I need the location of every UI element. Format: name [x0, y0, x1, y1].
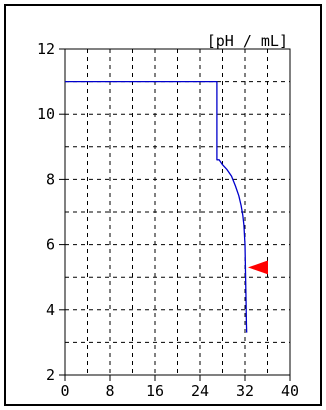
- y-tick-label: 2: [46, 366, 55, 384]
- y-tick-label: 10: [37, 105, 55, 123]
- chart-frame: [4, 4, 322, 406]
- grid: [65, 49, 290, 375]
- series-line: [65, 80, 248, 333]
- x-tick-label: 40: [281, 382, 299, 400]
- y-tick-label: 6: [46, 236, 55, 254]
- plot-area: [64, 48, 291, 376]
- x-tick-label: 8: [105, 382, 114, 400]
- x-tick-label: 16: [146, 382, 164, 400]
- series-layer: [65, 80, 268, 333]
- x-tick-label: 32: [236, 382, 254, 400]
- y-tick-label: 4: [46, 301, 55, 319]
- marker-triangle: [248, 260, 268, 275]
- y-tick-label: 12: [37, 40, 55, 58]
- x-tick-label: 0: [60, 382, 69, 400]
- units-label: [pH / mL]: [207, 32, 288, 50]
- x-tick-label: 24: [191, 382, 209, 400]
- y-tick-label: 8: [46, 170, 55, 188]
